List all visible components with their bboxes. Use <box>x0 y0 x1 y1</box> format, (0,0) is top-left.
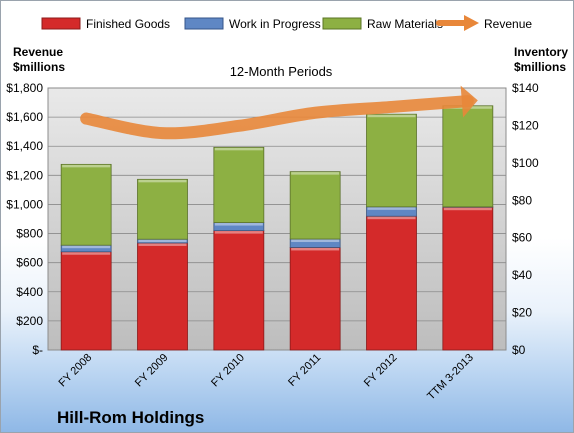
left-tick-label: $1,200 <box>6 168 43 182</box>
bar-finished-goods <box>289 247 341 351</box>
bar-highlight-finished-goods <box>291 247 340 251</box>
legend-label-work-in-progress: Work in Progress <box>229 17 321 31</box>
legend-swatch-revenue <box>436 15 479 31</box>
bar-highlight-raw-materials <box>367 114 416 118</box>
bars <box>60 105 494 351</box>
legend-swatch-raw-materials <box>322 17 362 30</box>
bar-finished-goods <box>366 215 417 351</box>
right-tick-label: $0 <box>512 343 526 357</box>
bar-highlight-raw-materials <box>214 147 263 151</box>
legend-label-finished-goods: Finished Goods <box>86 17 170 31</box>
right-tick-label: $40 <box>512 268 532 282</box>
legend-swatch-work-in-progress <box>184 17 224 30</box>
left-tick-label: $200 <box>16 314 43 328</box>
bar-highlight-raw-materials <box>291 172 340 175</box>
left-tick-label: $600 <box>16 256 43 270</box>
left-tick-label: $1,400 <box>6 139 43 153</box>
bar-raw-materials <box>366 113 417 208</box>
x-tick-label: FY 2011 <box>286 352 323 389</box>
bar-highlight-finished-goods <box>443 207 492 211</box>
left-tick-label: $400 <box>16 285 43 299</box>
bar-raw-materials <box>289 171 341 240</box>
bar-highlight-finished-goods <box>62 252 111 255</box>
bar-finished-goods <box>442 206 494 351</box>
bar-highlight-raw-materials <box>62 164 111 168</box>
revenue-line <box>80 85 478 140</box>
bar-finished-goods <box>60 251 112 351</box>
bar-highlight-work-in-progress <box>367 207 416 210</box>
legend-swatch-finished-goods <box>41 17 81 30</box>
right-tick-label: $100 <box>512 156 539 170</box>
x-tick-label: FY 2009 <box>133 352 171 390</box>
right-tick-label: $80 <box>512 193 532 207</box>
x-tick-label: FY 2012 <box>362 352 400 390</box>
gridlines <box>48 87 506 322</box>
company-name: Hill-Rom Holdings <box>57 408 204 427</box>
bar-highlight-raw-materials <box>138 179 187 183</box>
legend-label-raw-materials: Raw Materials <box>367 17 443 31</box>
bar-raw-materials <box>213 146 265 223</box>
bar-highlight-work-in-progress <box>138 239 187 243</box>
bar-highlight-finished-goods <box>214 231 263 234</box>
bar-raw-materials <box>137 178 188 240</box>
bar-highlight-work-in-progress <box>214 223 263 226</box>
left-tick-label: $- <box>32 343 43 357</box>
right-axis-title-line2: $millions <box>514 60 566 74</box>
left-tick-label: $1,800 <box>6 81 43 95</box>
right-tick-label: $60 <box>512 231 532 245</box>
left-tick-label: $800 <box>16 227 43 241</box>
right-tick-label: $140 <box>512 81 539 95</box>
left-tick-label: $1,600 <box>6 110 43 124</box>
revenue-arrowhead <box>460 85 478 118</box>
x-tick-label: FY 2010 <box>209 352 247 390</box>
right-tick-label: $120 <box>512 118 539 132</box>
chart-title: 12-Month Periods <box>230 64 333 79</box>
legend: Finished Goods Work in Progress Raw Mate… <box>41 15 532 31</box>
x-tick-label: FY 2008 <box>57 352 95 390</box>
revenue-line-path <box>80 95 474 140</box>
left-axis-title-line2: $millions <box>13 60 65 74</box>
bar-highlight-work-in-progress <box>291 239 340 243</box>
x-tick-label: TTM 3-2013 <box>425 352 476 403</box>
bar-highlight-finished-goods <box>138 243 187 246</box>
bar-finished-goods <box>137 242 188 351</box>
bar-finished-goods <box>213 230 265 351</box>
right-axis-title-line1: Inventory <box>514 45 568 59</box>
bar-highlight-finished-goods <box>367 216 416 220</box>
right-tick-label: $20 <box>512 306 532 320</box>
bar-highlight-work-in-progress <box>62 245 111 249</box>
bar-raw-materials <box>442 105 494 208</box>
bar-raw-materials <box>60 163 112 246</box>
left-tick-label: $1,000 <box>6 197 43 211</box>
left-axis-title-line1: Revenue <box>13 45 63 59</box>
legend-label-revenue: Revenue <box>484 17 532 31</box>
